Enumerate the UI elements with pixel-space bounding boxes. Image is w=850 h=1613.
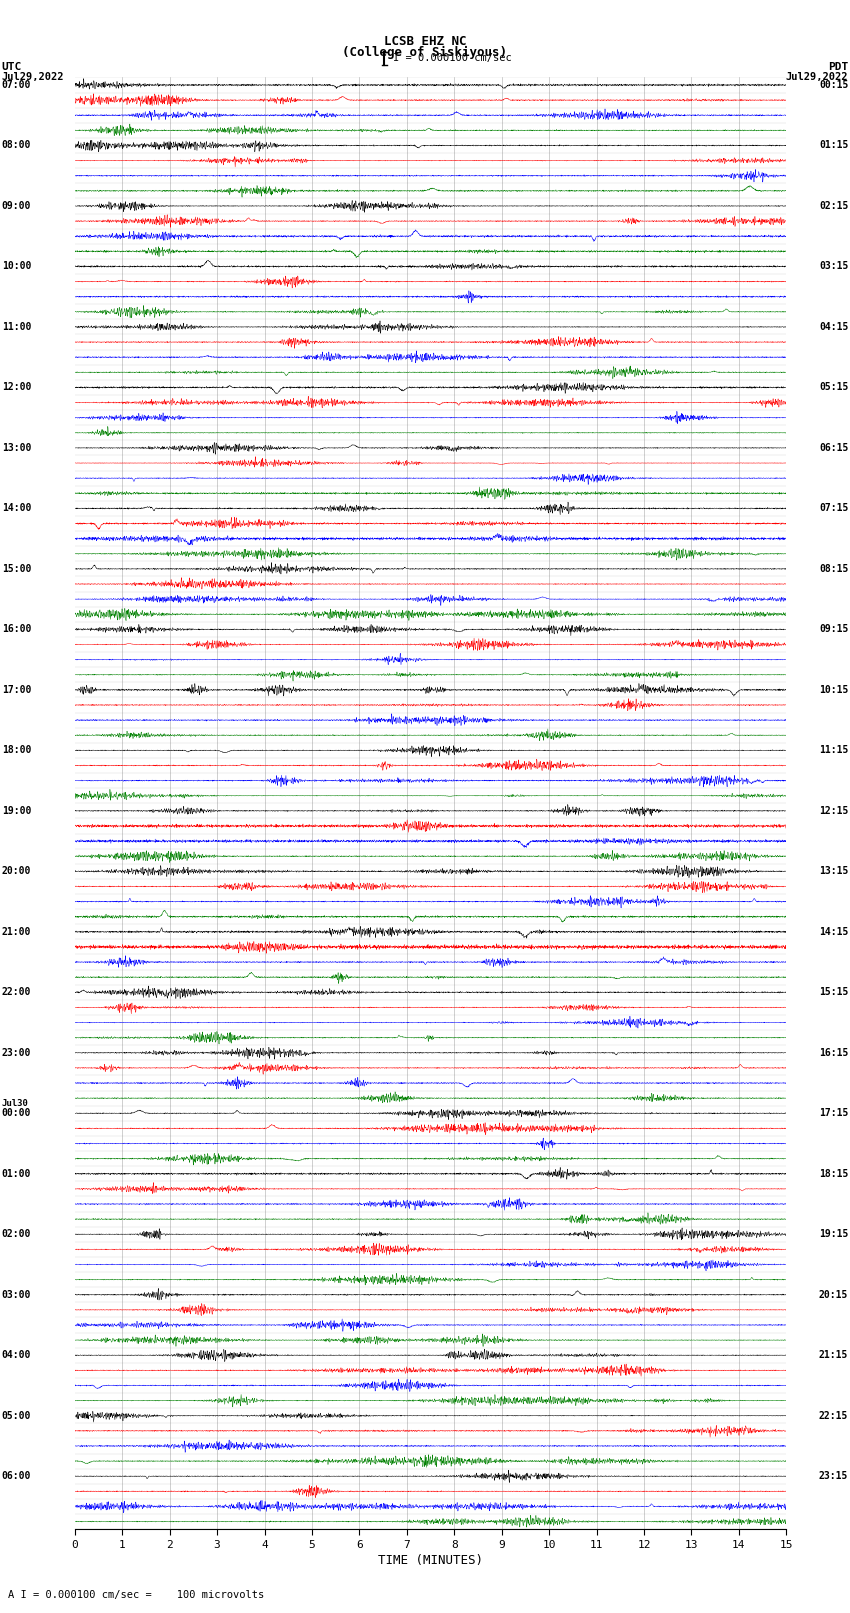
Text: 07:00: 07:00 xyxy=(2,81,31,90)
Text: LCSB EHZ NC: LCSB EHZ NC xyxy=(383,35,467,48)
Text: Jul29,2022: Jul29,2022 xyxy=(785,71,848,82)
Text: 14:15: 14:15 xyxy=(819,927,848,937)
Text: 21:15: 21:15 xyxy=(819,1350,848,1360)
Text: 08:00: 08:00 xyxy=(2,140,31,150)
Text: 07:15: 07:15 xyxy=(819,503,848,513)
Text: A I = 0.000100 cm/sec =    100 microvolts: A I = 0.000100 cm/sec = 100 microvolts xyxy=(8,1590,264,1600)
Text: 18:00: 18:00 xyxy=(2,745,31,755)
Text: 00:15: 00:15 xyxy=(819,81,848,90)
Text: 09:00: 09:00 xyxy=(2,202,31,211)
Text: 17:15: 17:15 xyxy=(819,1108,848,1118)
Text: 15:00: 15:00 xyxy=(2,565,31,574)
Text: 14:00: 14:00 xyxy=(2,503,31,513)
Text: 15:15: 15:15 xyxy=(819,987,848,997)
Text: 08:15: 08:15 xyxy=(819,565,848,574)
Text: 05:15: 05:15 xyxy=(819,382,848,392)
Text: 18:15: 18:15 xyxy=(819,1169,848,1179)
Text: 01:00: 01:00 xyxy=(2,1169,31,1179)
Text: 19:15: 19:15 xyxy=(819,1229,848,1239)
Text: 04:00: 04:00 xyxy=(2,1350,31,1360)
Text: I = 0.000100 cm/sec: I = 0.000100 cm/sec xyxy=(393,53,512,63)
Text: 20:00: 20:00 xyxy=(2,866,31,876)
Text: 23:15: 23:15 xyxy=(819,1471,848,1481)
Text: 16:15: 16:15 xyxy=(819,1048,848,1058)
Text: 02:00: 02:00 xyxy=(2,1229,31,1239)
Text: 23:00: 23:00 xyxy=(2,1048,31,1058)
X-axis label: TIME (MINUTES): TIME (MINUTES) xyxy=(378,1553,483,1566)
Text: 06:00: 06:00 xyxy=(2,1471,31,1481)
Text: 03:15: 03:15 xyxy=(819,261,848,271)
Text: 22:15: 22:15 xyxy=(819,1411,848,1421)
Text: 13:15: 13:15 xyxy=(819,866,848,876)
Text: 00:00: 00:00 xyxy=(2,1108,31,1118)
Text: 11:15: 11:15 xyxy=(819,745,848,755)
Text: 01:15: 01:15 xyxy=(819,140,848,150)
Text: UTC: UTC xyxy=(2,63,22,73)
Text: 22:00: 22:00 xyxy=(2,987,31,997)
Text: 10:00: 10:00 xyxy=(2,261,31,271)
Text: 06:15: 06:15 xyxy=(819,444,848,453)
Text: 05:00: 05:00 xyxy=(2,1411,31,1421)
Text: 11:00: 11:00 xyxy=(2,323,31,332)
Text: 04:15: 04:15 xyxy=(819,323,848,332)
Text: 19:00: 19:00 xyxy=(2,806,31,816)
Text: 16:00: 16:00 xyxy=(2,624,31,634)
Text: 09:15: 09:15 xyxy=(819,624,848,634)
Text: 12:00: 12:00 xyxy=(2,382,31,392)
Text: 12:15: 12:15 xyxy=(819,806,848,816)
Text: Jul29,2022: Jul29,2022 xyxy=(2,71,65,82)
Text: 03:00: 03:00 xyxy=(2,1290,31,1300)
Text: 21:00: 21:00 xyxy=(2,927,31,937)
Text: 17:00: 17:00 xyxy=(2,686,31,695)
Text: 10:15: 10:15 xyxy=(819,686,848,695)
Text: Jul30: Jul30 xyxy=(2,1098,29,1108)
Text: PDT: PDT xyxy=(828,63,848,73)
Text: 02:15: 02:15 xyxy=(819,202,848,211)
Text: (College of Siskiyous): (College of Siskiyous) xyxy=(343,45,507,60)
Text: 13:00: 13:00 xyxy=(2,444,31,453)
Text: 20:15: 20:15 xyxy=(819,1290,848,1300)
